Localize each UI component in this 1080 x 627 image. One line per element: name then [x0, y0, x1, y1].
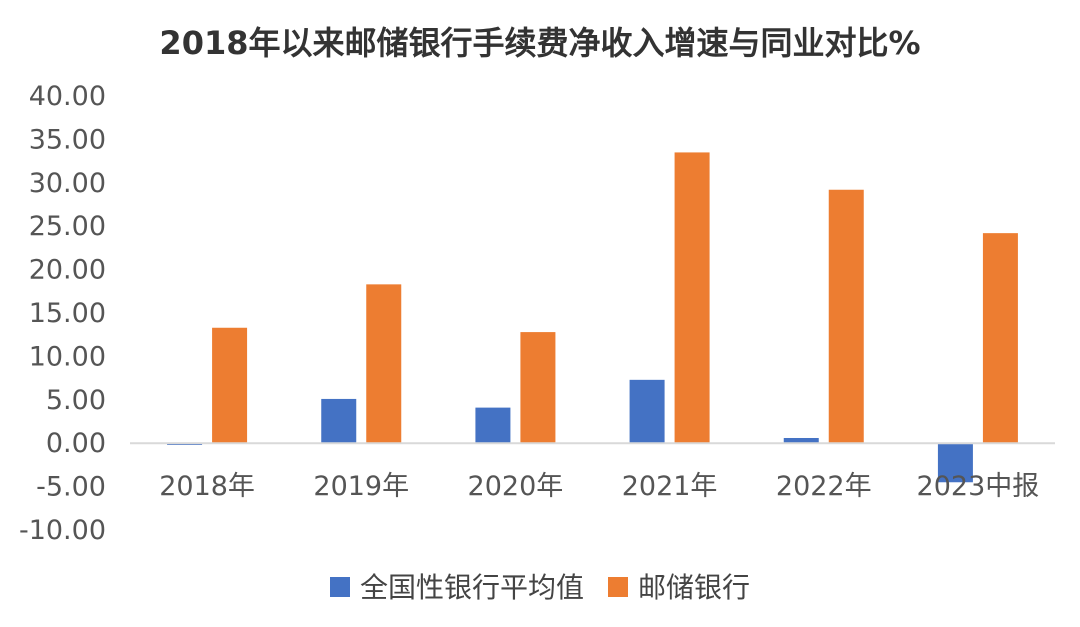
legend-swatch [330, 577, 350, 597]
x-category-label: 2022年 [776, 471, 872, 502]
x-category-label: 2018年 [159, 471, 255, 502]
y-tick-label: 25.00 [29, 211, 106, 242]
bar-psbc-1 [366, 284, 402, 444]
bar-national-average-2 [475, 407, 511, 444]
y-tick-label: 0.00 [46, 428, 106, 459]
legend-swatch [608, 577, 628, 597]
x-axis-category-labels: 2018年 2019年 2020年 2021年 2022年 2023中报 [159, 471, 1039, 502]
bar-series [167, 152, 1018, 483]
bar-psbc-3 [674, 152, 710, 444]
y-tick-label: -10.00 [19, 515, 106, 546]
legend-label: 邮储银行 [638, 571, 750, 604]
y-tick-label: 10.00 [29, 341, 106, 372]
bar-psbc-5 [982, 233, 1018, 444]
y-axis-tick-labels: 40.00 35.00 30.00 25.00 20.00 15.00 10.00 5.00 0… [19, 81, 106, 546]
bar-national-average-3 [629, 379, 665, 444]
y-tick-label: 35.00 [29, 124, 106, 155]
bar-national-average-1 [321, 398, 357, 444]
x-category-label: 2023中报 [917, 471, 1040, 502]
bar-national-average-4 [783, 437, 819, 444]
x-category-label: 2021年 [622, 471, 718, 502]
bar-psbc-0 [212, 327, 248, 444]
bar-national-average-5 [937, 443, 973, 483]
legend-label: 全国性银行平均值 [360, 571, 584, 604]
y-tick-label: 15.00 [29, 298, 106, 329]
y-tick-label: 30.00 [29, 168, 106, 199]
y-tick-label: 40.00 [29, 81, 106, 112]
x-category-label: 2020年 [468, 471, 564, 502]
legend: 全国性银行平均值 邮储银行 [330, 571, 750, 604]
y-tick-label: -5.00 [36, 472, 106, 503]
bar-psbc-2 [520, 332, 556, 444]
chart-title: 2018年以来邮储银行手续费净收入增速与同业对比% [159, 24, 921, 62]
bar-psbc-4 [828, 189, 864, 444]
y-tick-label: 20.00 [29, 255, 106, 286]
x-category-label: 2019年 [313, 471, 409, 502]
y-tick-label: 5.00 [46, 385, 106, 416]
